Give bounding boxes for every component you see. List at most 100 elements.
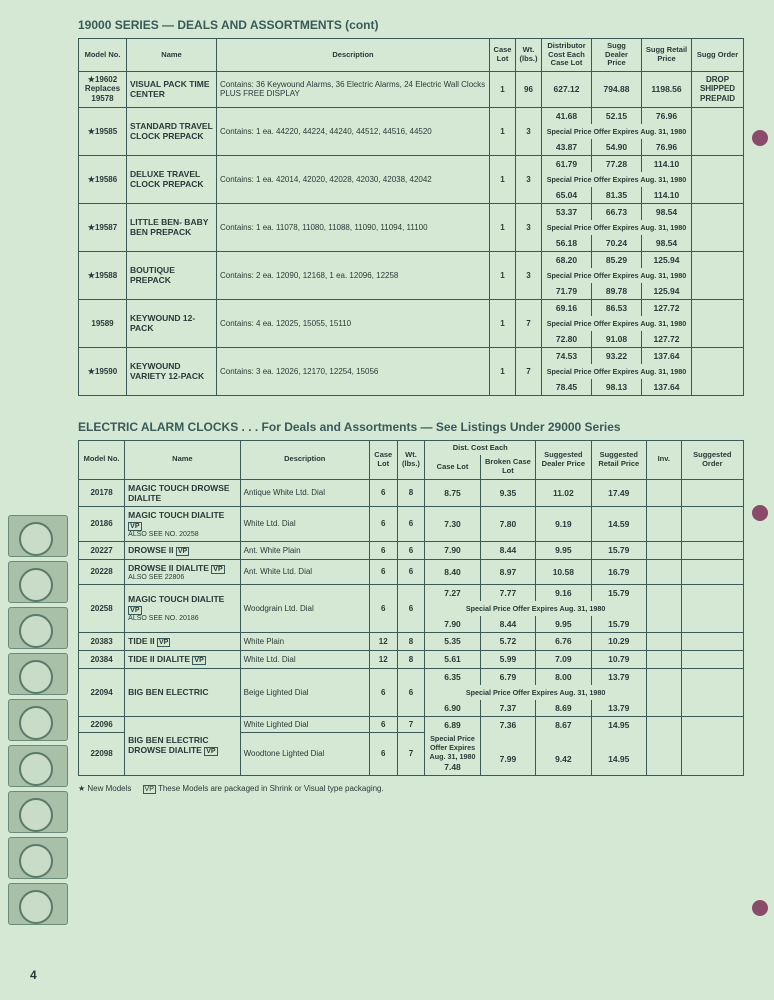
- cell-name: MAGIC TOUCH DIALITE VPAlso see No. 20186: [125, 584, 240, 632]
- cell-broken: 7.80: [480, 506, 535, 541]
- cell-model: ★19586: [79, 155, 127, 203]
- punch-hole: [752, 505, 768, 521]
- cell-dist2: 65.04: [542, 187, 592, 204]
- cell-dealer: 7.09: [536, 650, 591, 668]
- cell-desc: White Plain: [240, 632, 369, 650]
- cell-wt: 7: [516, 347, 542, 395]
- cell-dist2: 71.79: [542, 283, 592, 300]
- cell-wt: 6: [397, 559, 425, 584]
- cell-dealer: 9.95: [536, 541, 591, 559]
- col-model: Model No.: [79, 440, 125, 479]
- cell-dealer2: 70.24: [592, 235, 642, 252]
- cell-inv: [646, 650, 681, 668]
- cell-suggord: [681, 716, 743, 775]
- cell-retail: 17.49: [591, 479, 646, 506]
- cell-retail2: 76.96: [642, 139, 692, 156]
- cell-suggord: [692, 347, 744, 395]
- cell-caselot: 1: [490, 155, 516, 203]
- cell-caselot: 1: [490, 71, 516, 107]
- cell-dealer: 86.53: [592, 299, 642, 316]
- cell-suggord: [692, 251, 744, 299]
- cell-suggord: [692, 107, 744, 155]
- cell-name: DROWSE II DIALITE VPAlso see 22806: [125, 559, 240, 584]
- col-distgroup: Dist. Cost Each: [425, 440, 536, 455]
- cell-case: 7.30: [425, 506, 480, 541]
- cell-broken: 8.97: [480, 559, 535, 584]
- cell-retail: 15.79: [591, 541, 646, 559]
- cell-suggord: [692, 203, 744, 251]
- cell-model: ★19585: [79, 107, 127, 155]
- cell-model: 22098: [79, 733, 125, 776]
- cell-suggord: [692, 299, 744, 347]
- cell-case2: Special Price Offer Expires Aug. 31, 198…: [425, 733, 480, 776]
- cell-case2: 6.90: [425, 700, 480, 717]
- cell-dealer: 93.22: [592, 347, 642, 364]
- cell-retail: 13.79: [591, 668, 646, 685]
- cell-case: 6.35: [425, 668, 480, 685]
- cell-dealer2: 91.08: [592, 331, 642, 348]
- cell-dealer: 10.58: [536, 559, 591, 584]
- cell-dealer2: 98.13: [592, 379, 642, 396]
- table-19000: Model No. Name Description Case Lot Wt. …: [78, 38, 744, 396]
- cell-caselot: 1: [490, 107, 516, 155]
- col-retail: Suggested Retail Price: [591, 440, 646, 479]
- cell-model: 20186: [79, 506, 125, 541]
- cell-retail: 137.64: [642, 347, 692, 364]
- cell-special: Special Price Offer Expires Aug. 31, 198…: [542, 220, 692, 235]
- cell-name: TIDE II DIALITE VP: [125, 650, 240, 668]
- cell-dist2: 72.80: [542, 331, 592, 348]
- cell-model: ★19588: [79, 251, 127, 299]
- cell-caselot: 6: [369, 668, 397, 716]
- cell-special: Special Price Offer Expires Aug. 31, 198…: [425, 685, 647, 700]
- section-title-19000: 19000 SERIES — DEALS AND ASSORTMENTS (co…: [78, 18, 744, 32]
- cell-caselot: 1: [490, 251, 516, 299]
- cell-caselot: 6: [369, 479, 397, 506]
- cell-retail: 127.72: [642, 299, 692, 316]
- cell-inv: [646, 716, 681, 775]
- cell-inv: [646, 479, 681, 506]
- cell-name: BIG BEN ELECTRIC DROWSE DIALITE VP: [125, 716, 240, 775]
- cell-retail2: 14.95: [591, 733, 646, 776]
- cell-wt: 7: [397, 716, 425, 733]
- cell-retail: 10.29: [591, 632, 646, 650]
- cell-dealer2: 89.78: [592, 283, 642, 300]
- cell-inv: [646, 668, 681, 716]
- cell-dealer: 77.28: [592, 155, 642, 172]
- cell-case2: 7.90: [425, 616, 480, 633]
- cell-desc: Contains: 1 ea. 44220, 44224, 44240, 445…: [217, 107, 490, 155]
- cell-dealer2: 54.90: [592, 139, 642, 156]
- col-broken: Broken Case Lot: [480, 455, 535, 479]
- cell-dealer2: 81.35: [592, 187, 642, 204]
- cell-suggord: [681, 632, 743, 650]
- cell-inv: [646, 506, 681, 541]
- cell-model: ★19587: [79, 203, 127, 251]
- col-caselot: Case Lot: [369, 440, 397, 479]
- cell-broken: 5.99: [480, 650, 535, 668]
- cell-dist: 61.79: [542, 155, 592, 172]
- cell-dealer: 9.19: [536, 506, 591, 541]
- col-dist: Distributor Cost Each Case Lot: [542, 39, 592, 72]
- section-title-electric: ELECTRIC ALARM CLOCKS . . . For Deals an…: [78, 420, 744, 434]
- cell-dealer: 794.88: [592, 71, 642, 107]
- cell-dealer2: 8.69: [536, 700, 591, 717]
- cell-broken: 8.44: [480, 541, 535, 559]
- cell-broken: 6.79: [480, 668, 535, 685]
- cell-retail: 114.10: [642, 155, 692, 172]
- cell-dealer: 8.00: [536, 668, 591, 685]
- cell-broken: 7.77: [480, 584, 535, 601]
- cell-name: LITTLE BEN- BABY BEN PREPACK: [127, 203, 217, 251]
- cell-name: DELUXE TRAVEL CLOCK PREPACK: [127, 155, 217, 203]
- cell-desc: Beige Lighted Dial: [240, 668, 369, 716]
- cell-dealer2: 9.95: [536, 616, 591, 633]
- cell-dist: 69.16: [542, 299, 592, 316]
- cell-desc: Antique White Ltd. Dial: [240, 479, 369, 506]
- col-case: Case Lot: [425, 455, 480, 479]
- cell-retail2: 137.64: [642, 379, 692, 396]
- cell-suggord: [681, 668, 743, 716]
- cell-name: BOUTIQUE PREPACK: [127, 251, 217, 299]
- cell-case: 7.27: [425, 584, 480, 601]
- cell-retail: 1198.56: [642, 71, 692, 107]
- cell-dealer: 11.02: [536, 479, 591, 506]
- cell-retail2: 15.79: [591, 616, 646, 633]
- cell-dist: 53.37: [542, 203, 592, 220]
